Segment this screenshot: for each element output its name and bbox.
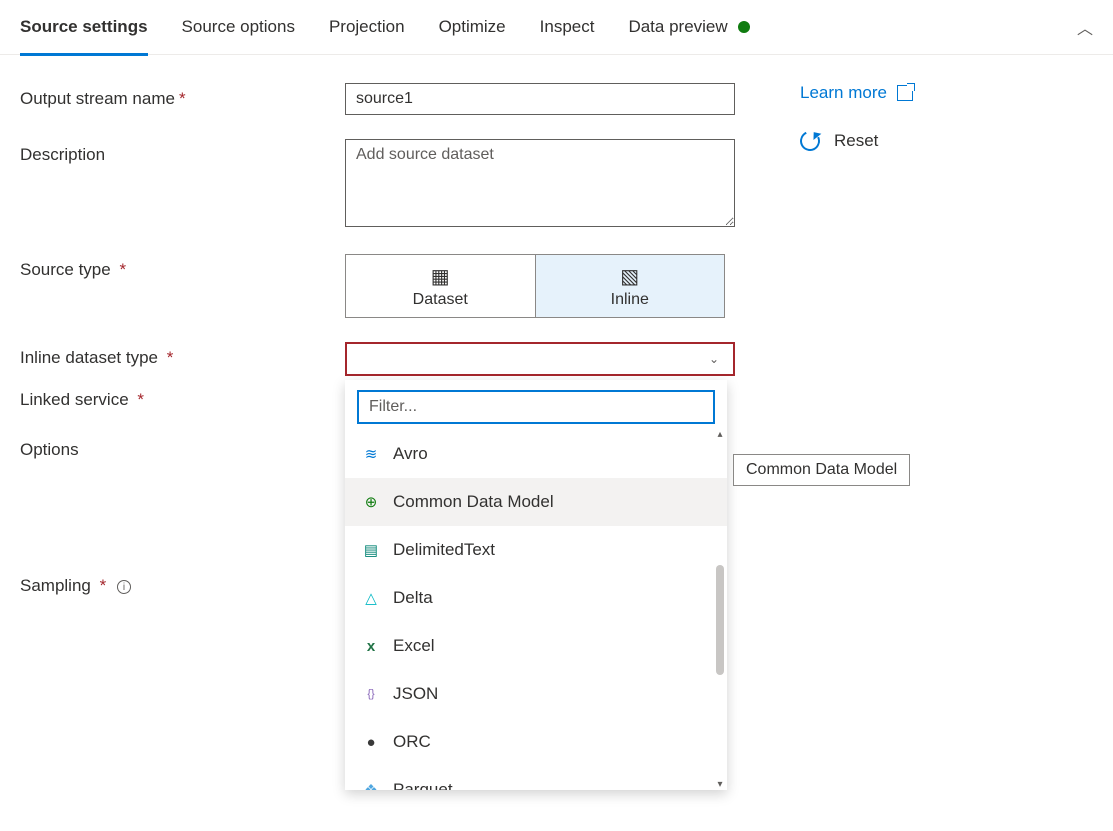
required-asterisk: * [179, 89, 186, 108]
inline-icon: ▧ [620, 264, 639, 289]
form-right-column: Learn more Reset [760, 83, 913, 151]
label-options: Options [20, 434, 345, 460]
seg-label: Dataset [413, 291, 468, 309]
option-label: Avro [393, 444, 428, 464]
label-text: Inline dataset type [20, 348, 158, 367]
option-excel[interactable]: x Excel [345, 622, 727, 670]
scroll-thumb[interactable] [716, 565, 724, 675]
tab-optimize[interactable]: Optimize [439, 0, 506, 55]
required-asterisk: * [115, 260, 126, 279]
excel-icon: x [361, 636, 381, 656]
label-linked-service: Linked service * [20, 384, 345, 410]
tab-data-preview[interactable]: Data preview [628, 0, 749, 55]
label-description: Description [20, 139, 345, 165]
required-asterisk: * [95, 576, 106, 595]
option-parquet[interactable]: ❖ Parquet [345, 766, 727, 790]
label-output-stream-name: Output stream name* [20, 83, 345, 109]
dropdown-filter-input[interactable] [357, 390, 715, 424]
avro-icon: ≋ [361, 444, 381, 464]
label-sampling: Sampling * i [20, 570, 345, 596]
tab-label: Source settings [20, 17, 148, 37]
tab-inspect[interactable]: Inspect [540, 0, 595, 55]
source-type-inline-button[interactable]: ▧ Inline [535, 255, 725, 317]
tooltip-text: Common Data Model [746, 461, 897, 478]
reset-icon [797, 128, 823, 154]
tab-label: Projection [329, 17, 405, 37]
learn-more-link[interactable]: Learn more [800, 83, 913, 103]
label-text: Description [20, 145, 105, 164]
reset-label: Reset [834, 131, 878, 151]
option-delta[interactable]: △ Delta [345, 574, 727, 622]
label-text: Linked service [20, 390, 129, 409]
option-tooltip: Common Data Model [733, 454, 910, 486]
dropdown-option-list: ≋ Avro ⊕ Common Data Model ▤ DelimitedTe… [345, 430, 727, 790]
collapse-panel-button[interactable]: ︿ [1077, 15, 1093, 39]
table-icon: ▦ [431, 264, 450, 289]
row-source-type: Source type * ▦ Dataset ▧ Inline [20, 254, 760, 318]
label-text: Output stream name [20, 89, 175, 108]
dropdown-scrollbar[interactable]: ▴ ▾ [715, 430, 725, 790]
scroll-down-icon[interactable]: ▾ [715, 780, 725, 790]
tab-projection[interactable]: Projection [329, 0, 405, 55]
orc-icon: ● [361, 732, 381, 752]
row-inline-dataset-type: Inline dataset type * ⌄ ≋ Avro [20, 342, 760, 376]
option-label: Parquet [393, 780, 453, 790]
option-label: JSON [393, 684, 438, 704]
tab-label: Data preview [628, 17, 727, 37]
json-icon: {} [361, 684, 381, 704]
tab-label: Inspect [540, 17, 595, 37]
option-json[interactable]: {} JSON [345, 670, 727, 718]
option-label: Common Data Model [393, 492, 554, 512]
option-label: ORC [393, 732, 431, 752]
tab-source-settings[interactable]: Source settings [20, 0, 148, 55]
output-stream-name-input[interactable] [345, 83, 735, 115]
form-area: Output stream name* Description Source t… [0, 55, 1113, 620]
tab-label: Source options [182, 17, 295, 37]
row-description: Description [20, 139, 760, 230]
description-input[interactable] [345, 139, 735, 227]
option-label: Delta [393, 588, 433, 608]
option-avro[interactable]: ≋ Avro [345, 430, 727, 478]
option-label: Excel [393, 636, 435, 656]
form-left-column: Output stream name* Description Source t… [20, 83, 760, 620]
inline-dataset-type-dropdown[interactable]: ⌄ [345, 342, 735, 376]
label-text: Options [20, 440, 79, 459]
label-text: Sampling [20, 576, 91, 595]
label-inline-dataset-type: Inline dataset type * [20, 342, 345, 368]
tab-source-options[interactable]: Source options [182, 0, 295, 55]
tabs-bar: Source settings Source options Projectio… [0, 0, 1113, 55]
scroll-up-icon[interactable]: ▴ [715, 430, 725, 440]
required-asterisk: * [162, 348, 173, 367]
info-icon[interactable]: i [117, 580, 131, 594]
option-common-data-model[interactable]: ⊕ Common Data Model [345, 478, 727, 526]
external-link-icon [897, 85, 913, 101]
option-label: DelimitedText [393, 540, 495, 560]
required-asterisk: * [133, 390, 144, 409]
reset-button[interactable]: Reset [800, 131, 913, 151]
cdm-icon: ⊕ [361, 492, 381, 512]
label-source-type: Source type * [20, 254, 345, 280]
source-type-segmented: ▦ Dataset ▧ Inline [345, 254, 725, 318]
label-text: Source type [20, 260, 111, 279]
inline-dataset-type-dropdown-panel: ≋ Avro ⊕ Common Data Model ▤ DelimitedTe… [345, 380, 727, 790]
option-delimitedtext[interactable]: ▤ DelimitedText [345, 526, 727, 574]
row-output-stream-name: Output stream name* [20, 83, 760, 115]
link-text: Learn more [800, 83, 887, 103]
option-orc[interactable]: ● ORC [345, 718, 727, 766]
status-dot-icon [738, 21, 750, 33]
chevron-down-icon: ⌄ [709, 352, 719, 366]
parquet-icon: ❖ [361, 780, 381, 790]
seg-label: Inline [611, 291, 649, 309]
tab-label: Optimize [439, 17, 506, 37]
delimited-icon: ▤ [361, 540, 381, 560]
source-type-dataset-button[interactable]: ▦ Dataset [346, 255, 535, 317]
delta-icon: △ [361, 588, 381, 608]
